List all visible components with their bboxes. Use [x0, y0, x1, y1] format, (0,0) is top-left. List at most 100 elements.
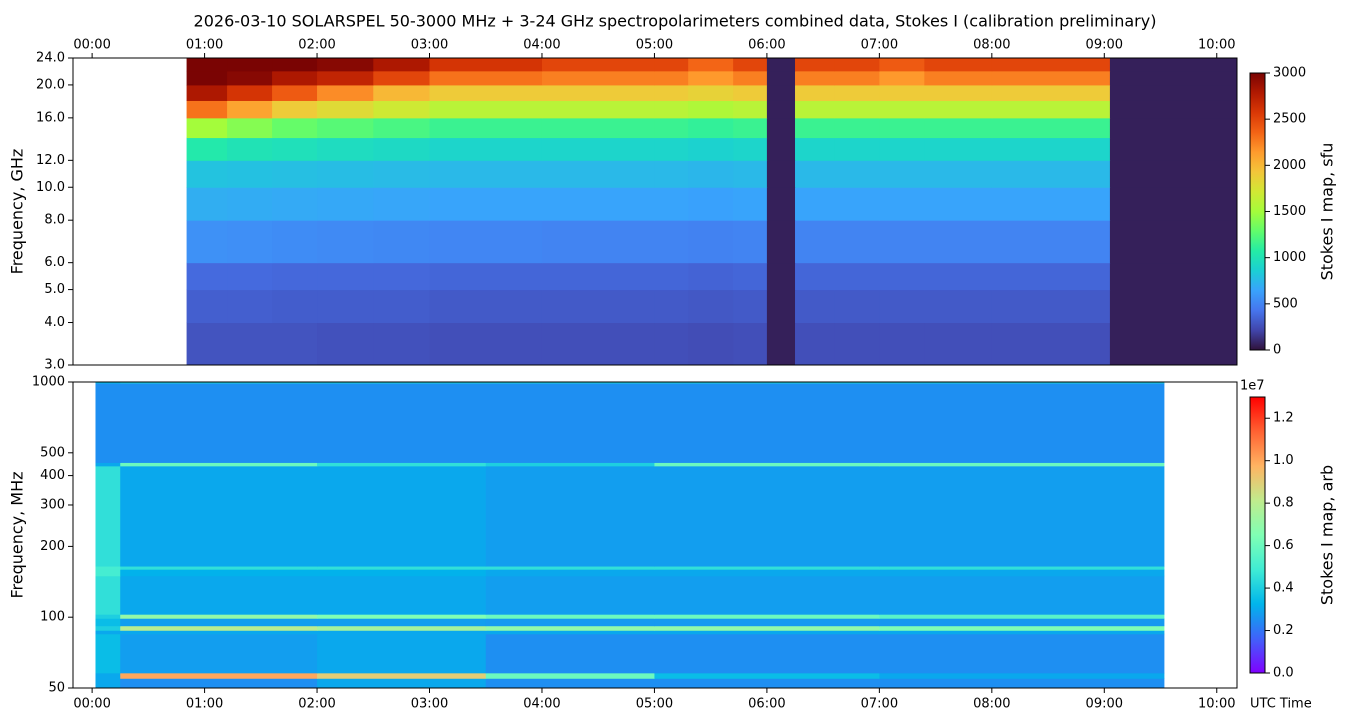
heatmap-cell: [688, 187, 734, 221]
heatmap-cell: [991, 187, 1111, 221]
heatmap-cell: [485, 614, 655, 619]
y-tick-label: 400: [40, 468, 65, 483]
heatmap-cell: [1109, 289, 1238, 324]
heatmap-cell: [120, 630, 318, 635]
x-tick-label: 00:00: [73, 697, 110, 712]
heatmap-cell: [1109, 322, 1238, 366]
heatmap-cell: [485, 382, 655, 384]
heatmap-cell: [485, 462, 655, 467]
heatmap-cell: [186, 117, 228, 139]
heatmap-cell: [429, 70, 543, 86]
heatmap-cell: [373, 117, 431, 139]
heatmap-cell: [1109, 220, 1238, 264]
heatmap-cell: [317, 569, 487, 577]
heatmap-cell: [654, 100, 689, 119]
heatmap-cell: [654, 575, 880, 615]
heatmap-cell: [688, 84, 734, 101]
heatmap-cell: [654, 630, 880, 635]
heatmap-cell: [924, 289, 993, 324]
y-tick-label: 10.0: [36, 180, 65, 195]
heatmap-cell: [317, 630, 487, 635]
colorbar-tick-label: 0.6: [1273, 538, 1294, 553]
y-tick-label: 8.0: [44, 213, 65, 228]
heatmap-cell: [924, 117, 993, 139]
colorbar-tick-label: 1500: [1273, 204, 1306, 219]
heatmap-cell: [879, 322, 925, 366]
heatmap-cell: [95, 462, 121, 467]
heatmap-cell: [795, 70, 835, 86]
heatmap-cell: [1109, 70, 1238, 86]
heatmap-cell: [654, 322, 689, 366]
heatmap-cell: [317, 100, 374, 119]
heatmap-cell: [654, 187, 689, 221]
x-tick-label: 01:00: [186, 697, 223, 712]
x-tick-label: 03:00: [411, 38, 448, 53]
heatmap-cell: [795, 322, 835, 366]
heatmap-cell: [654, 137, 689, 161]
heatmap-cell: [373, 187, 431, 221]
heatmap-cell: [485, 672, 655, 679]
heatmap-cell: [485, 465, 655, 567]
heatmap-cell: [373, 100, 431, 119]
heatmap-cell: [317, 70, 374, 86]
heatmap-cell: [688, 160, 734, 188]
heatmap-cell: [541, 84, 655, 101]
heatmap-cell: [186, 289, 228, 324]
heatmap-cell: [654, 58, 689, 72]
heatmap-cell: [429, 289, 543, 324]
heatmap-cell: [991, 58, 1111, 72]
colorbar-tick-label: 3000: [1273, 66, 1306, 81]
heatmap-cell: [795, 220, 835, 264]
heatmap-cell: [654, 625, 880, 631]
y-tick-label: 1000: [32, 375, 65, 390]
x-tick-label: 02:00: [298, 697, 335, 712]
heatmap-cell: [879, 100, 925, 119]
heatmap-cell: [879, 575, 1165, 615]
heatmap-cell: [766, 100, 796, 119]
heatmap-cell: [95, 465, 121, 567]
heatmap-cell: [654, 633, 880, 674]
heatmap-cell: [795, 100, 835, 119]
heatmap-cell: [186, 84, 228, 101]
heatmap-cell: [924, 220, 993, 264]
heatmap-cell: [373, 58, 431, 72]
heatmap-cell: [541, 187, 655, 221]
colorbar: [1249, 396, 1266, 674]
heatmap-cell: [924, 322, 993, 366]
heatmap-cell: [373, 70, 431, 86]
heatmap-cell: [485, 618, 655, 627]
heatmap-cell: [879, 187, 925, 221]
heatmap-cell: [795, 262, 835, 291]
heatmap-cell: [429, 262, 543, 291]
heatmap-cell: [688, 58, 734, 72]
heatmap-cell: [654, 289, 689, 324]
heatmap-cell: [120, 618, 318, 627]
heatmap-cell: [272, 262, 318, 291]
heatmap-cell: [95, 618, 121, 627]
heatmap-cell: [317, 382, 487, 384]
x-tick-label: 09:00: [1086, 697, 1123, 712]
heatmap-cell: [991, 70, 1111, 86]
heatmap-cell: [317, 625, 487, 631]
heatmap-cell: [186, 187, 228, 221]
x-tick-label: 08:00: [973, 697, 1010, 712]
heatmap-cell: [272, 58, 318, 72]
heatmap-cell: [485, 630, 655, 635]
colorbar-tick-label: 1.2: [1273, 411, 1294, 426]
plot-frame: [72, 57, 1238, 366]
y-axis-label: Frequency, MHz: [8, 471, 27, 598]
heatmap-cell: [541, 70, 655, 86]
heatmap-cell: [272, 220, 318, 264]
y-tick-label: 200: [40, 539, 65, 554]
y-tick-label: 100: [40, 610, 65, 625]
heatmap-cell: [879, 262, 925, 291]
y-tick-label: 4.0: [44, 315, 65, 330]
heatmap-cell: [834, 289, 880, 324]
plot-frame: [72, 381, 1238, 689]
heatmap-cell: [654, 160, 689, 188]
heatmap-cell: [654, 465, 880, 567]
heatmap-cell: [879, 630, 1165, 635]
heatmap-cell: [95, 672, 121, 679]
heatmap-cell: [766, 187, 796, 221]
